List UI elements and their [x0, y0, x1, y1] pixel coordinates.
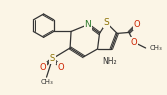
Text: NH₂: NH₂	[102, 57, 117, 66]
Text: N: N	[84, 20, 91, 29]
Text: O: O	[39, 63, 46, 72]
Text: O: O	[131, 38, 137, 47]
Text: CH₃: CH₃	[150, 45, 162, 51]
Text: O: O	[133, 20, 140, 29]
Text: S: S	[104, 18, 109, 27]
Text: S: S	[50, 54, 55, 63]
Text: O: O	[58, 63, 65, 72]
Text: CH₃: CH₃	[40, 79, 53, 85]
